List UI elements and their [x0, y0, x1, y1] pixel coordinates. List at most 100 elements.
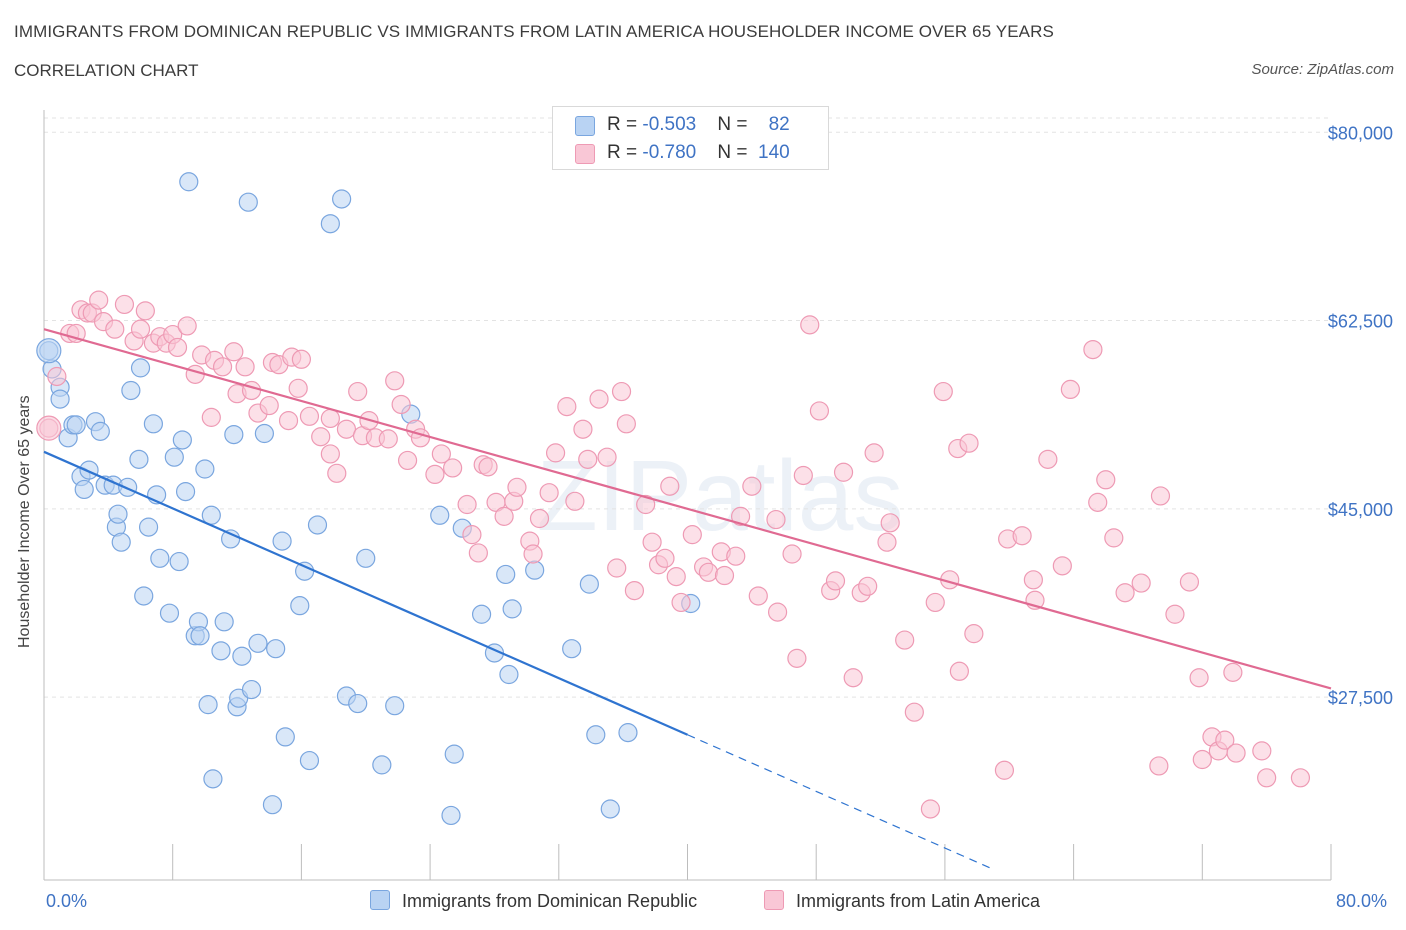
- latin-america-point-97: [767, 602, 788, 622]
- dominican-point-68: [444, 744, 464, 764]
- legend-r-label: R =: [607, 114, 643, 135]
- latin-america-point-67: [529, 508, 550, 529]
- bottom-legend-swatch-blue: [370, 890, 390, 910]
- dominican-point-large: [36, 338, 62, 364]
- latin-america-point-96: [766, 509, 786, 530]
- latin-america-point-large: [36, 415, 62, 441]
- latin-america-point-55: [443, 458, 463, 478]
- latin-america-point-47: [378, 429, 398, 449]
- chart-title: IMMIGRANTS FROM DOMINICAN REPUBLIC VS IM…: [14, 22, 1054, 41]
- dominican-point-78: [586, 725, 606, 745]
- latin-america-point-30: [259, 395, 279, 416]
- y-tick-labels: $27,500 $45,000 $62,500 $80,000: [1328, 123, 1393, 708]
- legend-r-label: R =: [607, 142, 643, 163]
- dominican-point-46: [238, 192, 258, 212]
- latin-america-point-72: [573, 419, 593, 439]
- latin-america-point-95: [748, 586, 768, 606]
- latin-america-point-133: [1104, 528, 1124, 548]
- latin-america-point-135: [1131, 573, 1151, 593]
- latin-america-point-148: [1257, 768, 1277, 788]
- bottom-legend-latin-america: Immigrants from Latin America: [764, 890, 1040, 912]
- latin-america-point-37: [299, 406, 320, 426]
- latin-america-point-13: [135, 301, 155, 321]
- latin-america-point-99: [787, 648, 807, 668]
- latin-america-point-139: [1179, 572, 1200, 592]
- latin-america-point-1: [47, 366, 67, 387]
- latin-america-point-138: [1165, 604, 1185, 624]
- latin-america-point-75: [597, 447, 617, 467]
- dominican-point-29: [172, 430, 192, 450]
- dominican-point-42: [224, 424, 244, 445]
- latin-america-point-7: [89, 290, 109, 310]
- dominican-point-62: [356, 548, 376, 568]
- latin-america-point-64: [507, 477, 527, 497]
- trend-line-dominican-extension: [687, 734, 994, 870]
- dominican-point-36: [198, 695, 218, 715]
- latin-america-point-38: [311, 427, 331, 447]
- dominican-point-74: [502, 599, 522, 619]
- dominican-point-75: [525, 560, 545, 580]
- dominican-point-28: [169, 551, 189, 572]
- latin-america-point-87: [682, 525, 702, 545]
- y-tick-label-3: $80,000: [1328, 123, 1393, 143]
- bottom-legend-label: Immigrants from Latin America: [796, 891, 1041, 911]
- latin-america-point-110: [877, 532, 897, 552]
- legend-n-value: 140: [758, 142, 790, 163]
- latin-america-point-62: [494, 506, 514, 526]
- dominican-point-61: [348, 693, 368, 714]
- legend-n-label: N =: [717, 142, 753, 163]
- latin-america-point-27: [235, 357, 255, 377]
- latin-america-point-89: [698, 562, 719, 582]
- latin-america-point-57: [462, 525, 482, 545]
- latin-america-point-129: [1060, 379, 1080, 400]
- dominican-point-27: [164, 447, 184, 467]
- legend-swatch-blue: [575, 116, 595, 136]
- y-tick-label-1: $45,000: [1328, 500, 1393, 520]
- dominican-point-35: [195, 459, 215, 479]
- latin-america-point-131: [1088, 492, 1108, 512]
- dominican-point-19: [129, 449, 149, 469]
- dominican-point-48: [248, 633, 268, 653]
- latin-america-point-145: [1223, 662, 1243, 682]
- latin-america-point-41: [327, 463, 347, 483]
- trend-lines: [43, 328, 1332, 870]
- series-latin-america-points: [36, 290, 1311, 819]
- latin-america-point-106: [843, 668, 863, 688]
- dominican-point-51: [266, 639, 286, 659]
- latin-america-point-122: [994, 760, 1015, 780]
- dominican-point-76: [562, 639, 582, 659]
- latin-america-point-137: [1150, 486, 1171, 506]
- source-note: Source: ZipAtlas.com: [1251, 61, 1394, 78]
- dominican-point-38: [203, 769, 223, 789]
- latin-america-point-69: [545, 443, 566, 463]
- dominican-point-77: [579, 574, 599, 594]
- dominican-point-53: [275, 727, 295, 747]
- legend-swatch-pink: [575, 144, 595, 164]
- latin-america-point-109: [864, 443, 884, 463]
- bottom-legend-dominican: Immigrants from Dominican Republic: [370, 890, 697, 912]
- latin-america-point-119: [949, 661, 969, 681]
- dominican-point-41: [221, 529, 241, 549]
- dominican-point-63: [372, 755, 392, 775]
- dominican-point-66: [430, 505, 450, 525]
- y-tick-label-0: $27,500: [1328, 688, 1393, 708]
- bottom-legend-swatch-pink: [764, 890, 784, 910]
- dominican-point-25: [150, 548, 170, 568]
- legend-r-value: -0.780: [642, 142, 697, 163]
- x-tick-label-min: 0.0%: [46, 891, 88, 911]
- latin-america-point-35: [288, 378, 308, 398]
- dominican-point-56: [299, 750, 320, 771]
- latin-america-point-115: [925, 592, 945, 613]
- dominican-point-49: [254, 423, 274, 444]
- dominican-point-3: [50, 389, 70, 409]
- dominican-point-59: [332, 189, 352, 209]
- latin-america-point-146: [1226, 743, 1246, 763]
- dominican-point-6: [66, 415, 86, 435]
- latin-america-point-132: [1096, 470, 1116, 490]
- stats-legend: R = -0.503 N = 82 R = -0.780 N = 140: [552, 106, 829, 170]
- dominican-point-9: [79, 460, 99, 480]
- axes: [43, 110, 1332, 881]
- latin-america-point-73: [578, 449, 598, 469]
- dominican-point-22: [138, 517, 159, 537]
- dominican-point-15: [108, 504, 128, 524]
